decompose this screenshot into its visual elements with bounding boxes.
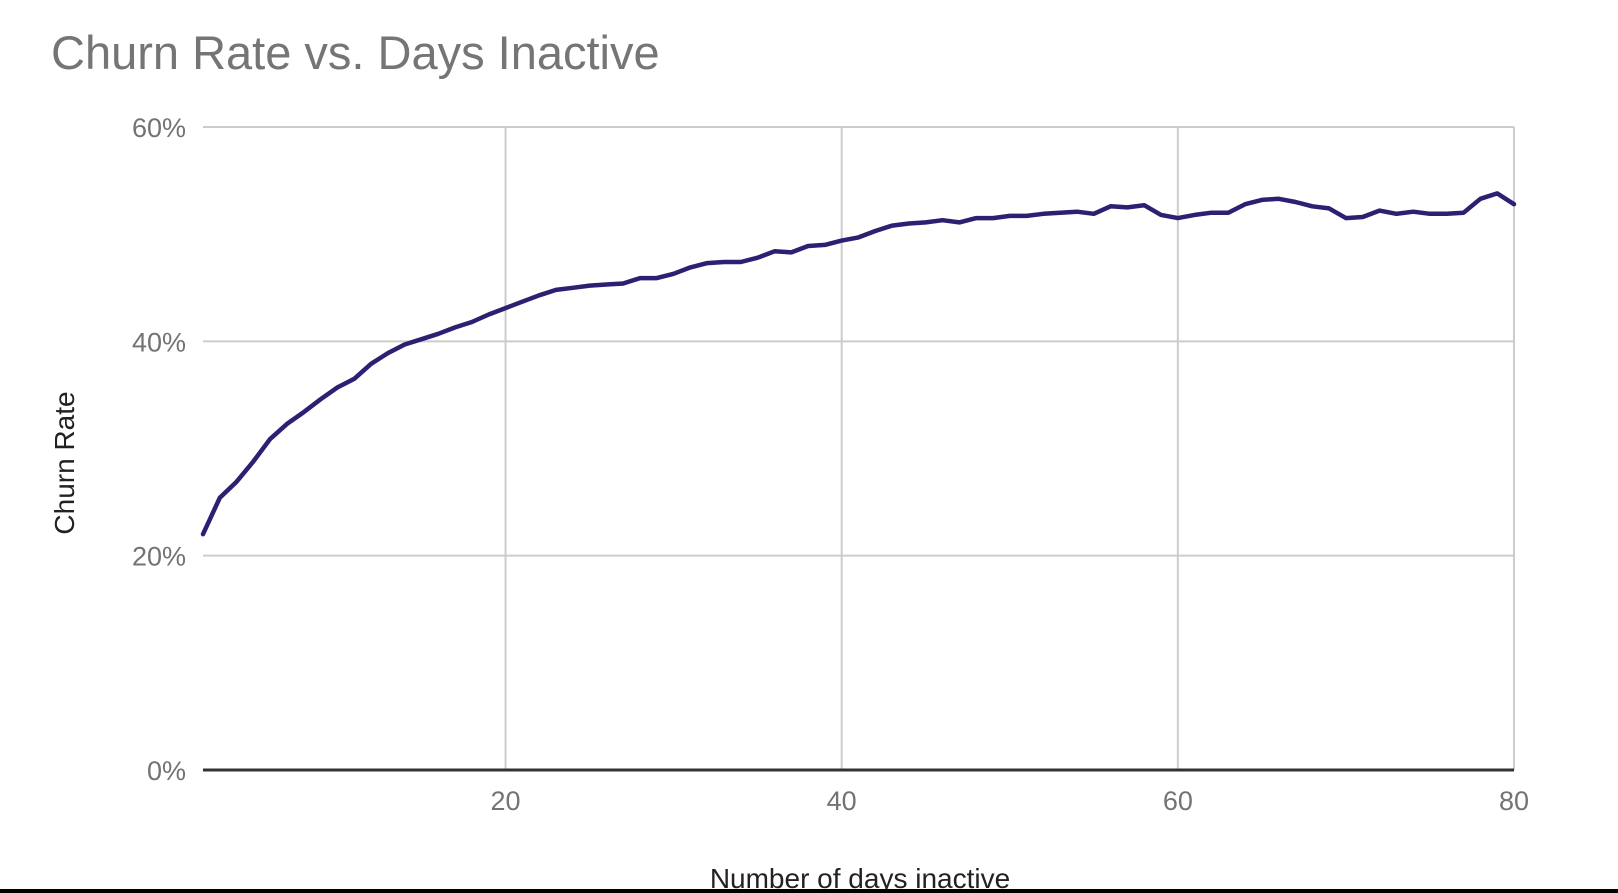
- x-tick-labels: 20 40 60 80: [491, 786, 1530, 816]
- y-tick-label: 20%: [132, 542, 186, 572]
- series-line: [200, 191, 1517, 537]
- x-tick-label: 80: [1499, 786, 1529, 816]
- x-tick-label: 40: [827, 786, 857, 816]
- series-layer: [200, 191, 1517, 537]
- y-axis-label: Churn Rate: [49, 391, 80, 534]
- chart-title: Churn Rate vs. Days Inactive: [51, 26, 660, 79]
- y-tick-label: 60%: [132, 113, 186, 143]
- bottom-border: [0, 889, 1618, 893]
- x-tick-label: 20: [491, 786, 521, 816]
- y-tick-labels: 0% 20% 40% 60%: [132, 113, 186, 786]
- y-tick-label: 0%: [147, 756, 186, 786]
- y-tick-label: 40%: [132, 327, 186, 357]
- x-axis-label: Number of days inactive: [710, 863, 1010, 893]
- gridlines: [203, 126, 1515, 770]
- x-tick-label: 60: [1163, 786, 1193, 816]
